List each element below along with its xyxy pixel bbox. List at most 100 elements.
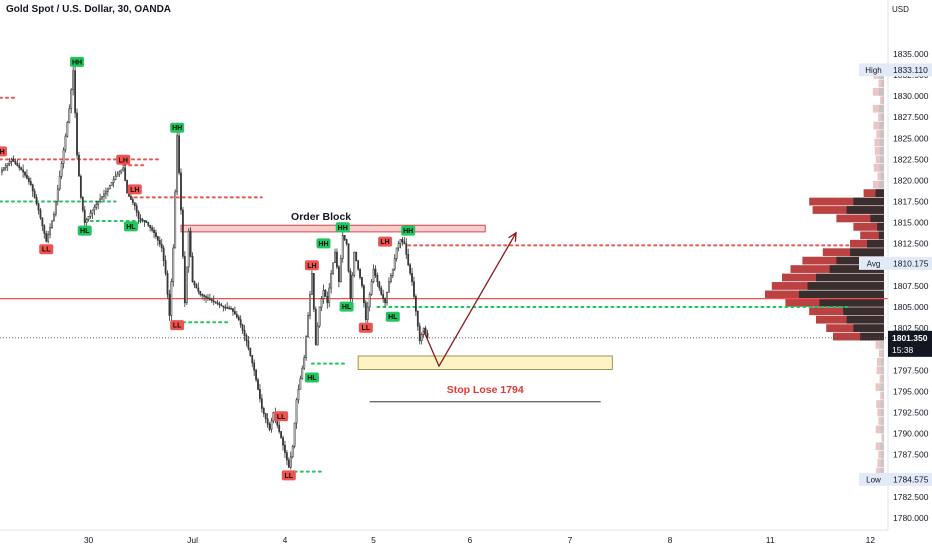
candle-body <box>232 308 234 312</box>
profile-bar-sell <box>860 231 884 240</box>
candle-body <box>226 307 229 309</box>
candle-body <box>112 179 115 183</box>
candle-body <box>220 304 223 307</box>
candle-body <box>413 281 415 297</box>
pivot-label-hl: HL <box>304 372 319 383</box>
price-tick-label: 1830.000 <box>893 91 929 101</box>
price-tick-label: 1780.000 <box>893 513 929 523</box>
pivot-label-ll: LL <box>274 411 289 422</box>
candle-body <box>334 251 336 264</box>
profile-bar-faint <box>881 172 884 181</box>
candle-body <box>6 163 9 166</box>
pivot-labels: HH HH LH LH LH LL HL HL LL LL LL HL LH HH HH HL LL LH HL HH <box>0 56 416 481</box>
profile-bar-faint <box>881 113 884 122</box>
candle-body <box>108 185 111 190</box>
profile-bar-faint <box>875 425 884 434</box>
profile-bar-sell <box>809 197 884 206</box>
candle-body <box>314 308 317 346</box>
pivot-label-hh: HH <box>316 238 331 249</box>
candle-body <box>257 379 259 390</box>
time-axis[interactable]: 30 Jul 4 5 6 7 8 11 12 <box>0 529 888 545</box>
badge-label-bg <box>859 63 888 77</box>
price-axis-bg <box>888 0 932 550</box>
order-block-label: Order Block <box>291 211 351 223</box>
pivot-label-text: LH <box>307 263 316 270</box>
candle-body <box>222 305 225 308</box>
candle-body <box>208 298 211 300</box>
pivot-label-bg <box>401 225 416 236</box>
candle-body <box>280 431 283 439</box>
candle-body <box>54 201 57 215</box>
badge-value-bg <box>888 472 932 486</box>
candle-body <box>262 407 265 414</box>
annotations <box>423 231 517 368</box>
profile-bar-faint <box>881 459 884 468</box>
candle-body <box>137 211 140 219</box>
profile-bar-buy <box>877 222 884 231</box>
profile-bar-faint <box>875 383 884 392</box>
time-tick-label: 6 <box>467 535 472 545</box>
candle-body <box>216 302 219 305</box>
candle-body <box>97 201 100 205</box>
candle-body <box>255 370 257 381</box>
candle-body <box>272 412 275 422</box>
candle-body <box>66 122 69 137</box>
candle-body <box>270 420 273 430</box>
pivot-label-bg <box>304 372 319 383</box>
candle-body <box>118 171 121 175</box>
order-block-zone <box>180 224 486 233</box>
candle-body <box>89 212 92 217</box>
profile-bar-faint <box>874 147 884 155</box>
candle-body <box>214 301 217 304</box>
candle-body <box>228 307 231 310</box>
pivot-label-ll: LL <box>358 322 373 333</box>
time-tick-label: 8 <box>668 535 673 545</box>
candle-body <box>141 219 144 221</box>
price-tick-label: 1782.500 <box>893 492 929 502</box>
candle-body <box>60 163 63 177</box>
badge-value-bg <box>888 63 932 77</box>
candle-body <box>110 182 113 187</box>
profile-bar-buy <box>807 282 884 290</box>
candle-body <box>176 135 179 193</box>
candle-body <box>378 281 381 289</box>
profile-bar-buy <box>846 315 884 324</box>
profile-bar-faint <box>880 400 884 408</box>
candle-body <box>328 287 331 304</box>
profile-bar-faint <box>881 450 884 459</box>
target-zone <box>357 355 613 370</box>
candle-body <box>307 315 309 337</box>
price-axis[interactable]: 1780.0001782.5001785.0001787.5001790.000… <box>859 0 932 550</box>
price-tick-label: 1790.000 <box>893 429 929 439</box>
pivot-label-text: LL <box>42 247 51 254</box>
profile-bar-faint <box>882 433 884 442</box>
profile-bar-faint <box>878 79 884 88</box>
candle-body <box>347 243 350 272</box>
pivot-label-text: LH <box>0 149 5 156</box>
candle-body <box>35 197 38 204</box>
candle-body <box>120 169 123 173</box>
candle-body <box>420 334 423 342</box>
candle-body <box>95 204 98 208</box>
profile-bar-faint <box>881 79 884 88</box>
badge-value-bg <box>888 256 932 270</box>
candle-body <box>79 175 82 198</box>
candle-body <box>104 191 107 195</box>
candle-body <box>388 281 390 293</box>
pivot-label-ll: LL <box>170 320 185 331</box>
candle-body <box>185 266 188 304</box>
profile-bar-faint <box>879 180 884 189</box>
pivot-label-hl: HL <box>339 301 354 312</box>
pivot-label-bg <box>39 244 54 255</box>
candle-body <box>284 444 286 453</box>
pivot-label-lh: LH <box>116 154 131 165</box>
candle-body <box>199 290 202 295</box>
candle-body <box>133 202 136 207</box>
candle-body <box>324 289 327 297</box>
candle-body <box>76 112 78 156</box>
profile-bar-faint <box>880 358 884 366</box>
profile-bar-sell <box>853 222 884 231</box>
candle-body <box>282 437 284 446</box>
candle-body <box>384 298 386 304</box>
